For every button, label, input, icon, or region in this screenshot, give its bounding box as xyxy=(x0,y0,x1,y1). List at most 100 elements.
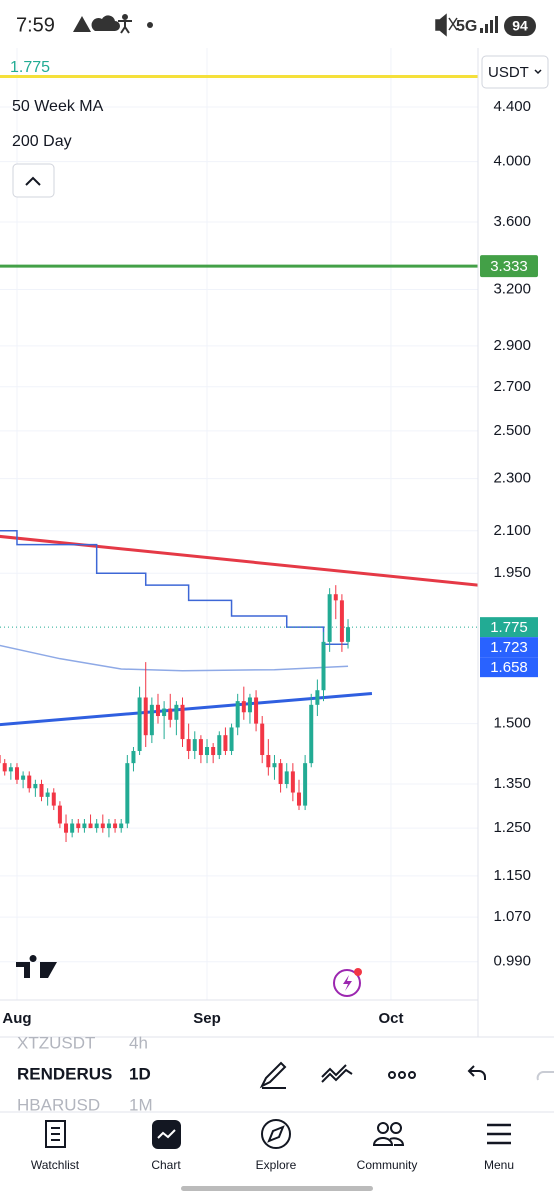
candle-body xyxy=(186,739,191,751)
candle-body xyxy=(346,627,351,642)
candle-body xyxy=(64,823,69,833)
candle-body xyxy=(125,763,130,824)
lightning-icon xyxy=(343,975,352,991)
candle-body xyxy=(51,792,56,806)
candle-body xyxy=(247,697,252,713)
candle-body xyxy=(88,823,93,829)
candle-body xyxy=(137,697,142,751)
candle-body xyxy=(229,727,234,751)
y-tick-label: 1.250 xyxy=(493,819,531,836)
candle-body xyxy=(284,771,289,784)
undo[interactable] xyxy=(467,1065,486,1080)
price-tag-label: 1.723 xyxy=(490,639,528,656)
y-tick-label: 1.070 xyxy=(493,908,531,925)
candle-body xyxy=(21,775,26,780)
y-tick-label: 1.950 xyxy=(493,564,531,581)
nav-label[interactable]: Chart xyxy=(151,1158,181,1172)
draw-tool[interactable] xyxy=(259,1061,287,1089)
candle-body xyxy=(70,823,75,833)
nav-label[interactable]: Watchlist xyxy=(31,1158,80,1172)
community-icon[interactable] xyxy=(372,1122,405,1146)
symbol-faded[interactable]: XTZUSDT xyxy=(17,1033,95,1052)
candle-body xyxy=(192,739,197,751)
candle-body xyxy=(272,763,277,768)
indicators-tool[interactable] xyxy=(321,1064,353,1083)
accessibility-icon xyxy=(118,14,132,34)
compass-needle xyxy=(267,1125,285,1143)
candle-body xyxy=(260,723,265,756)
candle-body xyxy=(303,763,308,806)
chart-icon-line xyxy=(157,1129,176,1139)
candle-body xyxy=(39,783,44,797)
candle-body xyxy=(33,783,38,789)
y-tick-label: 4.400 xyxy=(493,98,531,115)
candle-body xyxy=(296,792,301,806)
candle-body xyxy=(321,641,326,691)
nav-label[interactable]: Explore xyxy=(256,1158,297,1172)
currency-label[interactable]: USDT xyxy=(488,64,529,81)
more-tool[interactable] xyxy=(388,1071,416,1079)
y-tick-label: 1.150 xyxy=(493,867,531,884)
interval-faded[interactable]: 1M xyxy=(129,1095,153,1114)
candle-body xyxy=(241,701,246,713)
candle-body xyxy=(76,823,81,829)
candle-body xyxy=(57,805,62,824)
mute-icon xyxy=(435,13,458,37)
price-tag xyxy=(480,657,538,678)
candle-body xyxy=(2,763,7,772)
chart-icon[interactable] xyxy=(152,1120,181,1149)
y-tick-label: 2.300 xyxy=(493,470,531,487)
trend-line xyxy=(0,691,373,727)
interval[interactable]: 1D xyxy=(129,1064,151,1083)
chevron-up xyxy=(25,176,41,186)
candle-body xyxy=(131,750,136,764)
status-time: 7:59 xyxy=(16,14,55,36)
warning-icon xyxy=(73,16,91,32)
candle-body xyxy=(143,697,148,736)
indicator-label: 200 Day xyxy=(12,133,72,150)
badge xyxy=(354,968,362,976)
explore-icon[interactable] xyxy=(261,1119,291,1149)
candle-body xyxy=(309,704,314,764)
indicator-label: 50 Week MA xyxy=(12,98,104,115)
plot-area xyxy=(0,48,478,1000)
interval-faded[interactable]: 4h xyxy=(129,1033,148,1052)
candle-body xyxy=(82,823,87,829)
price-tag-label: 1.658 xyxy=(490,659,528,676)
candle-body xyxy=(174,704,179,720)
home-indicator xyxy=(181,1186,373,1191)
watchlist-icon[interactable] xyxy=(45,1120,66,1148)
currency-selector[interactable] xyxy=(481,55,549,89)
tradingview-logo xyxy=(16,955,57,978)
dropdown-caret xyxy=(534,69,542,75)
collapse-legend[interactable] xyxy=(12,163,55,198)
indicator-line xyxy=(0,530,349,645)
nav-label[interactable]: Menu xyxy=(484,1158,514,1172)
y-tick-label: 1.350 xyxy=(493,775,531,792)
battery xyxy=(504,16,536,36)
candle-body xyxy=(315,690,320,705)
price-tag xyxy=(480,637,538,658)
candle-body xyxy=(223,735,228,751)
network-label: 5G xyxy=(456,18,477,35)
candle-body xyxy=(149,704,154,736)
candle-body xyxy=(162,708,167,717)
battery-level: 94 xyxy=(512,18,528,34)
candle-body xyxy=(254,697,259,724)
candle-body xyxy=(266,755,271,768)
y-tick-label: 2.900 xyxy=(493,337,531,354)
candle-body xyxy=(27,775,32,789)
quick-action[interactable] xyxy=(333,969,361,997)
candle-body xyxy=(45,792,50,797)
candle-body xyxy=(168,708,173,720)
candle-body xyxy=(155,704,160,717)
nav-label[interactable]: Community xyxy=(357,1158,418,1172)
symbol-faded[interactable]: HBARUSD xyxy=(17,1095,100,1114)
redo[interactable] xyxy=(536,1071,554,1081)
candle-body xyxy=(119,823,124,829)
symbol[interactable]: RENDERUS xyxy=(17,1064,112,1083)
menu-icon[interactable] xyxy=(487,1123,511,1145)
candle-body xyxy=(205,747,210,756)
